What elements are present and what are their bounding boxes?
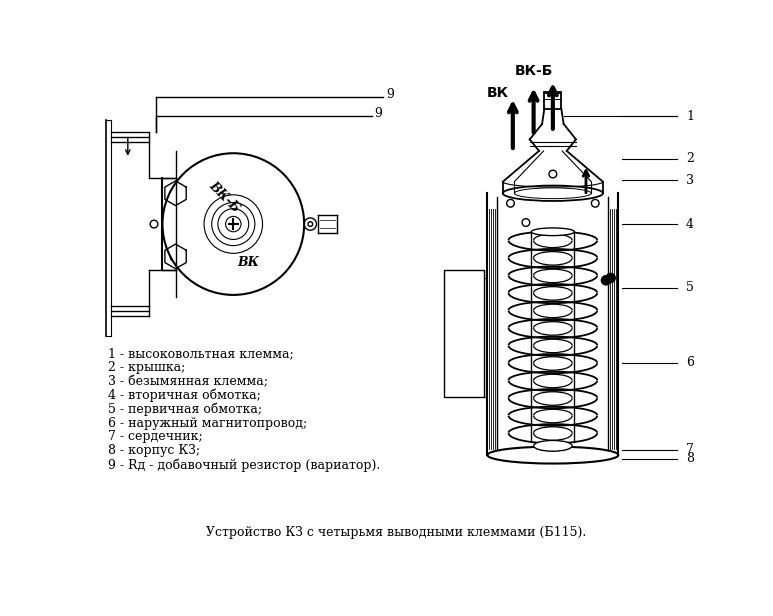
Bar	[544, 92, 561, 108]
Text: 7 - сердечник;: 7 - сердечник;	[107, 431, 203, 444]
Text: 9 - Rд - добавочный резистор (вариатор).: 9 - Rд - добавочный резистор (вариатор).	[107, 458, 380, 472]
Text: 5: 5	[686, 282, 694, 294]
Circle shape	[162, 153, 304, 295]
Ellipse shape	[531, 228, 574, 235]
Text: ВК-Б: ВК-Б	[206, 179, 242, 215]
Text: ВК-Б: ВК-Б	[514, 64, 553, 78]
Bar	[444, 270, 484, 397]
Text: 9: 9	[386, 88, 393, 101]
Text: Устройство КЗ с четырьмя выводными клеммами (Б115).: Устройство КЗ с четырьмя выводными клемм…	[206, 525, 586, 538]
Circle shape	[475, 314, 481, 320]
Circle shape	[506, 200, 514, 207]
Text: 2: 2	[686, 152, 694, 165]
Text: 4: 4	[686, 217, 694, 230]
Circle shape	[475, 277, 481, 283]
Text: 7: 7	[686, 443, 694, 456]
Text: 6 - наружный магнитопровод;: 6 - наружный магнитопровод;	[107, 416, 307, 429]
Text: 4 - вторичная обмотка;: 4 - вторичная обмотка;	[107, 389, 261, 402]
Text: 5 - первичная обмотка;: 5 - первичная обмотка;	[107, 403, 262, 416]
Text: 3 - безымянная клемма;: 3 - безымянная клемма;	[107, 375, 267, 388]
Circle shape	[522, 219, 530, 227]
Ellipse shape	[533, 440, 572, 451]
Circle shape	[549, 170, 557, 178]
Text: ВК: ВК	[238, 256, 260, 269]
Text: 1: 1	[686, 110, 694, 123]
Circle shape	[591, 200, 599, 207]
Text: 1 - высоковольтная клемма;: 1 - высоковольтная клемма;	[107, 347, 294, 360]
Text: 8 - корпус КЗ;: 8 - корпус КЗ;	[107, 444, 200, 457]
Ellipse shape	[488, 447, 618, 463]
Text: 3: 3	[686, 174, 694, 187]
Text: ВК: ВК	[487, 86, 509, 100]
Text: 9: 9	[374, 107, 382, 121]
Circle shape	[475, 294, 481, 300]
Text: 8: 8	[686, 452, 694, 466]
Text: 6: 6	[686, 356, 694, 369]
Circle shape	[601, 275, 611, 285]
Circle shape	[606, 274, 615, 283]
Text: 2 - крышка;: 2 - крышка;	[107, 361, 186, 374]
